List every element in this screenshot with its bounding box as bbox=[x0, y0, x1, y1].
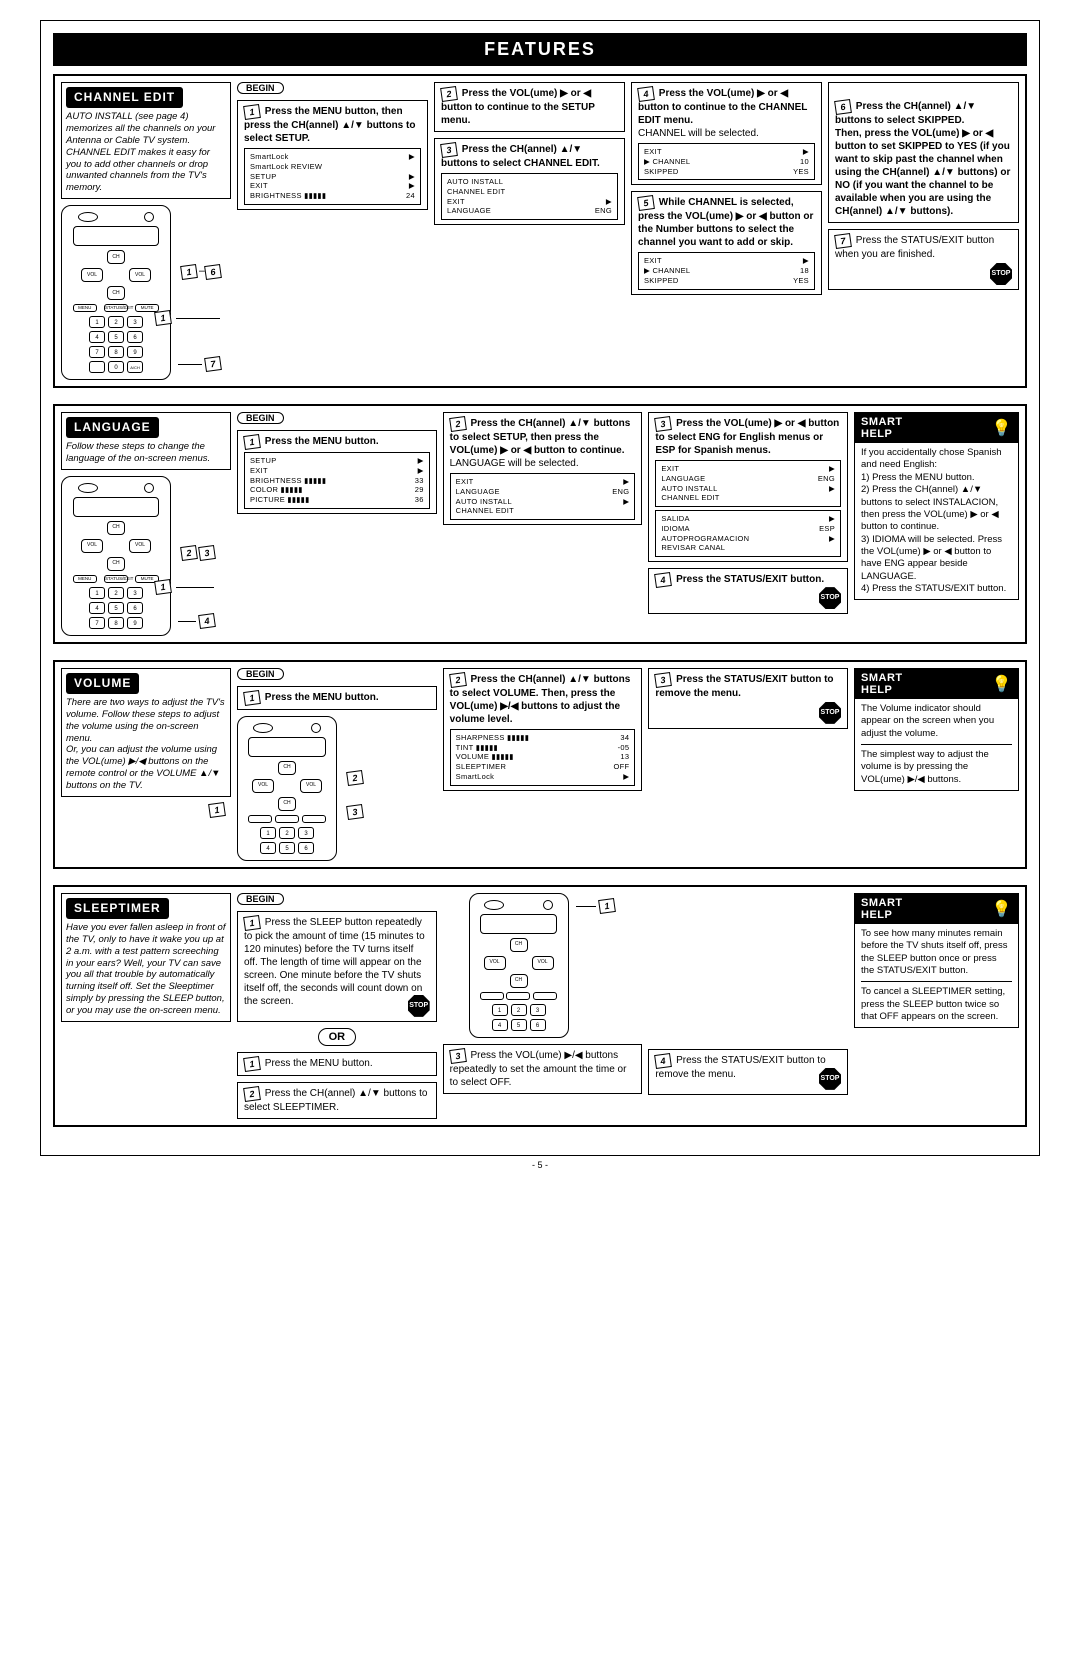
ce-step7: 7 Press the STATUS/EXIT button when you … bbox=[828, 229, 1019, 290]
lang-step1: 1 Press the MENU button. SETUP▶EXIT▶BRIG… bbox=[237, 430, 437, 514]
lang-osd3b: SALIDA▶IDIOMAESPAUTOPROGRAMACION▶REVISAR… bbox=[655, 510, 841, 557]
or-pill: OR bbox=[318, 1028, 357, 1046]
lang-osd1: SETUP▶EXIT▶BRIGHTNESS ▮▮▮▮▮33COLOR ▮▮▮▮▮… bbox=[244, 452, 430, 509]
remote-illustration-3: CH CH VOL VOL 123 456 bbox=[237, 716, 337, 861]
lang-osd2: EXIT▶LANGUAGEENGAUTO INSTALL▶CHANNEL EDI… bbox=[450, 473, 636, 520]
begin-pill: BEGIN bbox=[237, 82, 284, 94]
lang-step4: 4 Press the STATUS/EXIT button. STOP bbox=[648, 568, 848, 614]
lightbulb-icon: 💡 bbox=[992, 899, 1012, 919]
lang-step3: 3 Press the VOL(ume) ▶ or ◀ button to se… bbox=[648, 412, 848, 562]
remote-illustration-4: CH CH VOL VOL 123 456 bbox=[469, 893, 569, 1038]
channel-edit-intro: CHANNEL EDIT AUTO INSTALL (see page 4) m… bbox=[61, 82, 231, 199]
ce-osd4: EXIT▶▶ CHANNEL10 SKIPPEDYES bbox=[638, 143, 815, 180]
lang-step2: 2 Press the CH(annel) ▲/▼ buttons to sel… bbox=[443, 412, 643, 525]
section-volume: VOLUME There are two ways to adjust the … bbox=[53, 660, 1027, 869]
vol-osd2: SHARPNESS ▮▮▮▮▮34TINT ▮▮▮▮▮-05VOLUME ▮▮▮… bbox=[450, 729, 636, 786]
sleeptimer-intro: SLEEPTIMER Have you ever fallen asleep i… bbox=[61, 893, 231, 1022]
section-sleeptimer: SLEEPTIMER Have you ever fallen asleep i… bbox=[53, 885, 1027, 1127]
st-alt3: 3 Press the VOL(ume) ▶/◀ buttons repeate… bbox=[443, 1044, 643, 1094]
ce-osd1: SmartLock▶SmartLock REVIEWSETUP▶EXIT▶BRI… bbox=[244, 148, 421, 205]
lang-osd3a: EXIT▶LANGUAGEENGAUTO INSTALL▶CHANNEL EDI… bbox=[655, 460, 841, 507]
stop-icon: STOP bbox=[990, 263, 1012, 285]
language-title: LANGUAGE bbox=[66, 417, 159, 438]
lightbulb-icon: 💡 bbox=[992, 674, 1012, 694]
ce-step6: 6 Press the CH(annel) ▲/▼ buttons to sel… bbox=[828, 82, 1019, 223]
st-smart-help: SMARTHELP 💡 To see how many minutes rema… bbox=[854, 893, 1019, 1028]
section-language: LANGUAGE Follow these steps to change th… bbox=[53, 404, 1027, 644]
vol-smart-help: SMARTHELP 💡 The Volume indicator should … bbox=[854, 668, 1019, 791]
page: FEATURES CHANNEL EDIT AUTO INSTALL (see … bbox=[40, 20, 1040, 1156]
ce-step2: 2 Press the VOL(ume) ▶ or ◀ button to co… bbox=[434, 82, 625, 132]
section-channel-edit: CHANNEL EDIT AUTO INSTALL (see page 4) m… bbox=[53, 74, 1027, 388]
remote-illustration-2: CH CH VOL VOL MENU STATUS/EXIT MUTE 123 bbox=[61, 476, 171, 636]
ce-step4: 4 Press the VOL(ume) ▶ or ◀ button to co… bbox=[631, 82, 822, 185]
ce-step1: 1 Press the MENU button, then press the … bbox=[237, 100, 428, 210]
st-alt4: 4 Press the STATUS/EXIT button to remove… bbox=[648, 1049, 848, 1095]
vol-step3: 3 Press the STATUS/EXIT button to remove… bbox=[648, 668, 848, 729]
sleeptimer-title: SLEEPTIMER bbox=[66, 898, 169, 919]
vol-step2: 2 Press the CH(annel) ▲/▼ buttons to sel… bbox=[443, 668, 643, 791]
st-alt1: 1 Press the MENU button. bbox=[237, 1052, 437, 1076]
ce-osd5: EXIT▶▶ CHANNEL18 SKIPPEDYES bbox=[638, 252, 815, 289]
ce-osd3: AUTO INSTALLCHANNEL EDITEXIT▶LANGUAGEENG bbox=[441, 173, 618, 220]
lang-smart-help: SMARTHELP 💡 If you accidentally chose Sp… bbox=[854, 412, 1019, 600]
volume-title: VOLUME bbox=[66, 673, 139, 694]
language-intro: LANGUAGE Follow these steps to change th… bbox=[61, 412, 231, 470]
st-step1: 1 Press the SLEEP button repeatedly to p… bbox=[237, 911, 437, 1022]
ce-step3: 3 Press the CH(annel) ▲/▼ buttons to sel… bbox=[434, 138, 625, 225]
lightbulb-icon: 💡 bbox=[992, 418, 1012, 438]
channel-edit-intro-text: AUTO INSTALL (see page 4) memorizes all … bbox=[66, 111, 215, 193]
remote-illustration: CH CH VOL VOL MENU STATUS/EXIT MUTE 123 bbox=[61, 205, 171, 380]
ce-step5: 5 While CHANNEL is selected, press the V… bbox=[631, 191, 822, 294]
channel-edit-title: CHANNEL EDIT bbox=[66, 87, 183, 108]
page-header: FEATURES bbox=[53, 33, 1027, 66]
volume-intro: VOLUME There are two ways to adjust the … bbox=[61, 668, 231, 797]
vol-step1: 1 Press the MENU button. bbox=[237, 686, 437, 710]
st-alt2: 2 Press the CH(annel) ▲/▼ buttons to sel… bbox=[237, 1082, 437, 1119]
page-number: - 5 - bbox=[40, 1160, 1040, 1170]
